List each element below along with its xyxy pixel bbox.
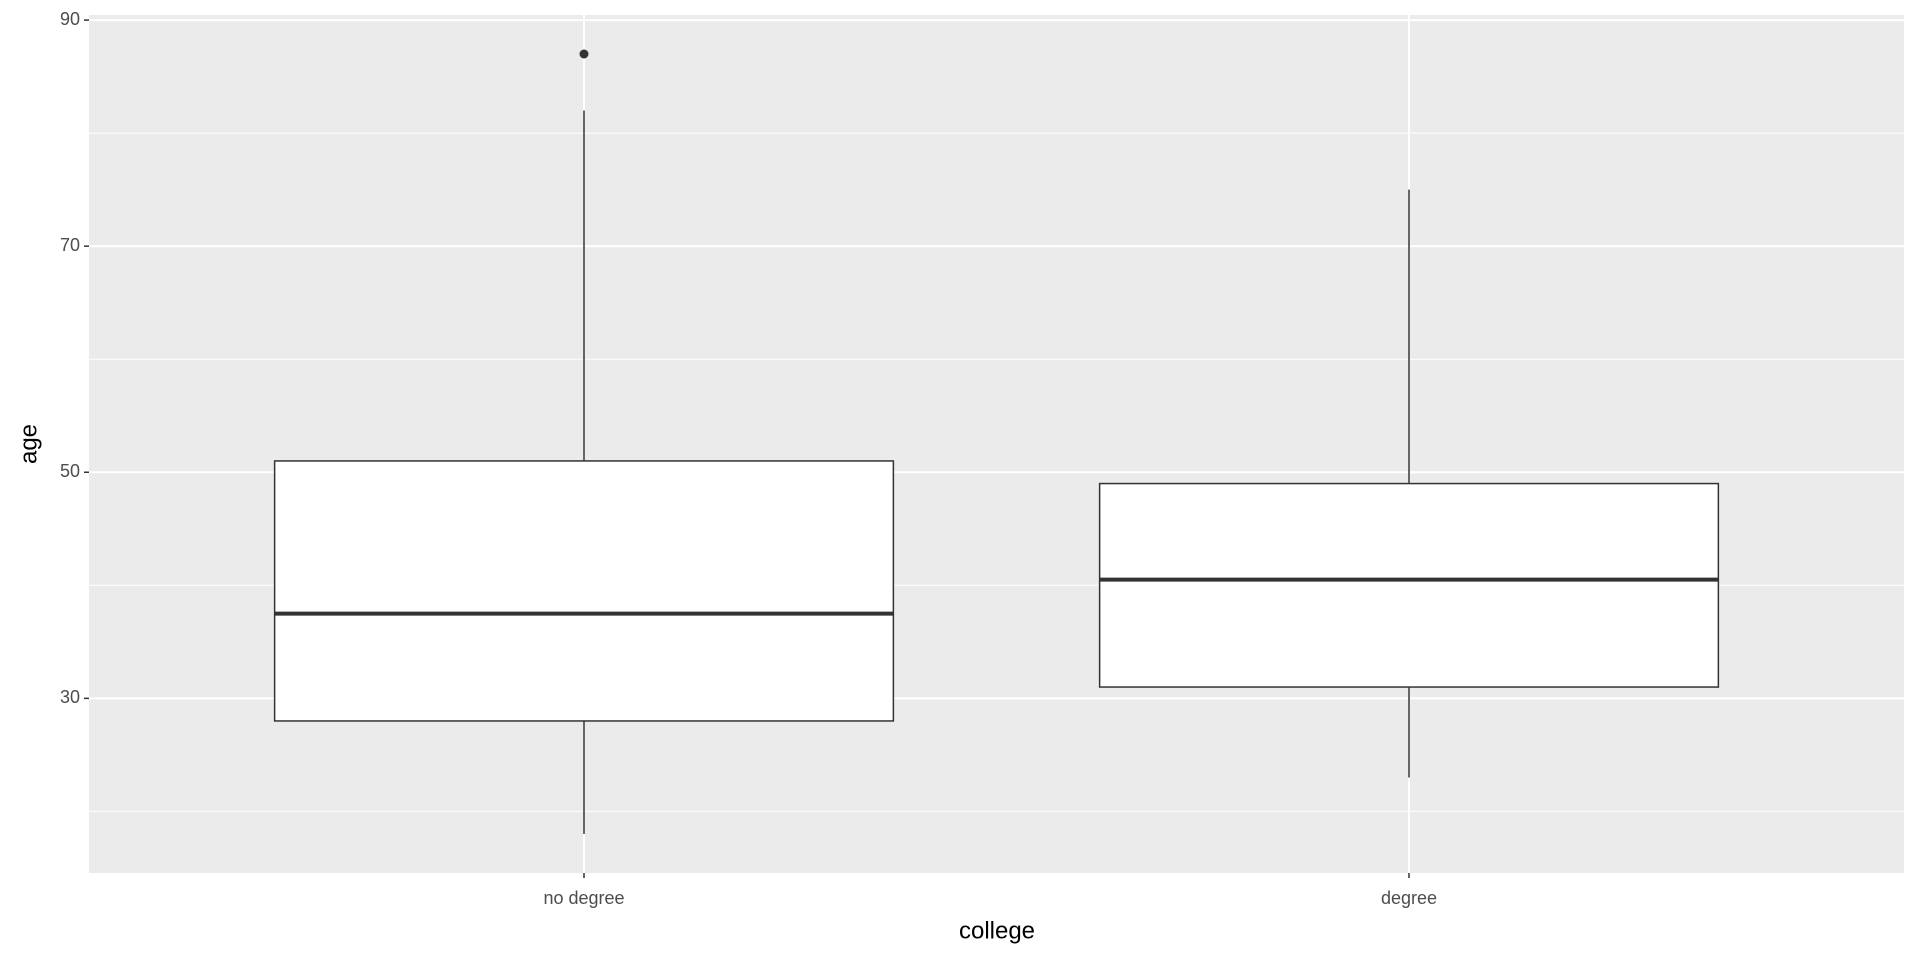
x-tick-label: no degree: [543, 888, 624, 908]
y-tick-label: 30: [60, 687, 80, 707]
plot-background: [89, 15, 1904, 873]
outlier: [579, 49, 589, 59]
y-tick-label: 90: [60, 9, 80, 29]
x-axis-title: college: [959, 917, 1035, 944]
box: [273, 460, 895, 722]
y-axis-title: age: [15, 424, 42, 464]
y-tick-label: 50: [60, 461, 80, 481]
x-tick-label: degree: [1381, 888, 1437, 908]
box: [1098, 482, 1720, 688]
y-tick-label: 70: [60, 235, 80, 255]
